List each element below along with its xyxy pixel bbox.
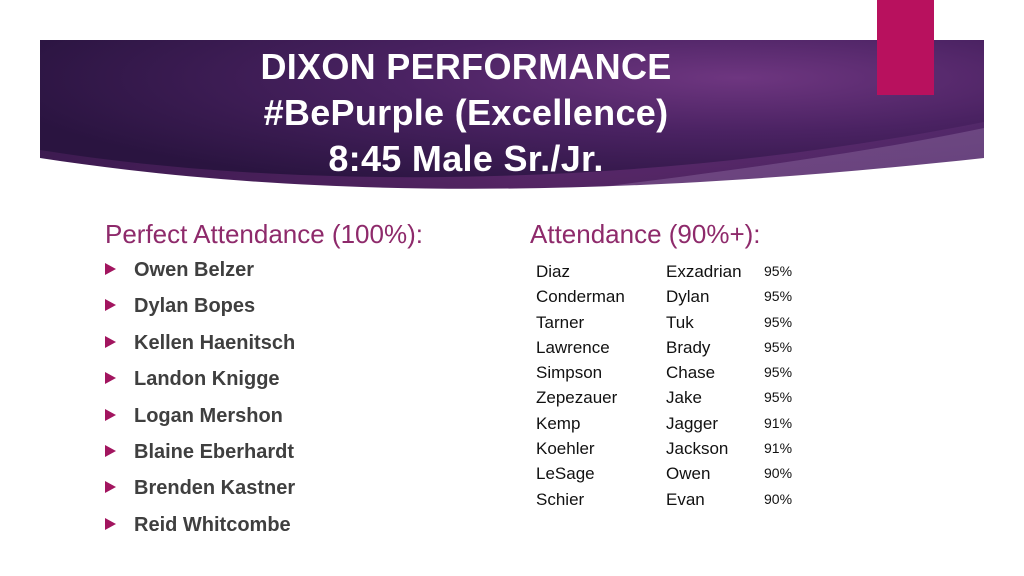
last-name-cell: LeSage bbox=[536, 464, 595, 484]
percent-cell: 91% bbox=[764, 414, 793, 431]
student-name: Landon Knigge bbox=[134, 368, 280, 391]
percent-cell: 95% bbox=[764, 364, 793, 381]
accent-bar bbox=[877, 0, 934, 95]
table-row: Simpson Chase 95% bbox=[536, 360, 792, 385]
percent-cell: 95% bbox=[764, 389, 793, 406]
percent-cell: 95% bbox=[764, 313, 793, 330]
student-name: Logan Mershon bbox=[134, 404, 283, 427]
percent-cell: 91% bbox=[764, 440, 793, 457]
first-name-cell: Exzadrian bbox=[666, 262, 742, 281]
list-item: Kellen Haenitsch bbox=[105, 329, 295, 365]
percent-cell: 90% bbox=[764, 465, 793, 482]
last-name-cell: Conderman bbox=[536, 287, 625, 307]
list-item: Brenden Kastner bbox=[105, 474, 295, 510]
triangle-bullet-icon bbox=[105, 408, 116, 421]
table-row: LeSage Owen 90% bbox=[536, 461, 792, 486]
title-line-1: DIXON PERFORMANCE bbox=[260, 46, 672, 87]
banner-background bbox=[40, 40, 984, 192]
percent-cell: 95% bbox=[764, 288, 793, 305]
list-item: Dylan Bopes bbox=[105, 292, 295, 328]
title-banner bbox=[40, 40, 984, 192]
list-item: Logan Mershon bbox=[105, 402, 295, 438]
percent-cell: 95% bbox=[764, 263, 793, 279]
table-row: Koehler Jackson 91% bbox=[536, 436, 792, 461]
first-name-cell: Jagger bbox=[666, 413, 718, 433]
first-name-cell: Tuk bbox=[666, 312, 694, 332]
list-item: Blaine Eberhardt bbox=[105, 438, 295, 474]
attendance-90-heading: Attendance (90%+): bbox=[530, 219, 761, 249]
triangle-bullet-icon bbox=[105, 299, 116, 312]
table-row: Diaz Exzadrian 95% bbox=[536, 259, 792, 284]
perfect-attendance-list: Owen Belzer Dylan Bopes Kellen Haenitsch… bbox=[105, 256, 295, 547]
first-name-cell: Evan bbox=[666, 489, 705, 509]
student-name: Owen Belzer bbox=[134, 259, 255, 281]
last-name-cell: Schier bbox=[536, 489, 585, 509]
student-name: Reid Whitcombe bbox=[134, 513, 291, 536]
triangle-bullet-icon bbox=[105, 372, 116, 385]
last-name-cell: Lawrence bbox=[536, 337, 610, 357]
table-row: Lawrence Brady 95% bbox=[536, 335, 792, 360]
triangle-bullet-icon bbox=[105, 481, 116, 494]
student-name: Dylan Bopes bbox=[134, 295, 256, 318]
table-row: Zepezauer Jake 95% bbox=[536, 385, 792, 410]
last-name-cell: Koehler bbox=[536, 439, 595, 459]
triangle-bullet-icon bbox=[105, 517, 116, 530]
student-name: Blaine Eberhardt bbox=[134, 440, 295, 463]
table-row: Tarner Tuk 95% bbox=[536, 310, 792, 335]
list-item: Landon Knigge bbox=[105, 365, 295, 401]
triangle-bullet-icon bbox=[105, 263, 116, 275]
last-name-cell: Simpson bbox=[536, 363, 603, 383]
list-item: Reid Whitcombe bbox=[105, 511, 295, 547]
student-name: Brenden Kastner bbox=[134, 477, 296, 500]
page-title: DIXON PERFORMANCE #BePurple (Excellence)… bbox=[40, 44, 892, 182]
last-name-cell: Diaz bbox=[536, 262, 571, 281]
first-name-cell: Jake bbox=[666, 388, 702, 408]
title-line-2: #BePurple (Excellence) bbox=[263, 92, 669, 133]
percent-cell: 95% bbox=[764, 338, 793, 355]
student-name: Kellen Haenitsch bbox=[134, 331, 296, 354]
list-item: Owen Belzer bbox=[105, 256, 295, 292]
first-name-cell: Chase bbox=[666, 363, 716, 383]
first-name-cell: Owen bbox=[666, 464, 711, 484]
last-name-cell: Kemp bbox=[536, 413, 581, 433]
table-row: Schier Evan 90% bbox=[536, 487, 792, 512]
percent-cell: 90% bbox=[764, 490, 793, 507]
last-name-cell: Tarner bbox=[536, 312, 585, 332]
perfect-attendance-heading: Perfect Attendance (100%): bbox=[105, 219, 423, 249]
triangle-bullet-icon bbox=[105, 444, 116, 457]
title-line-3: 8:45 Male Sr./Jr. bbox=[328, 138, 604, 179]
triangle-bullet-icon bbox=[105, 335, 116, 348]
table-row: Kemp Jagger 91% bbox=[536, 411, 792, 436]
last-name-cell: Zepezauer bbox=[536, 388, 618, 408]
first-name-cell: Brady bbox=[666, 337, 711, 357]
first-name-cell: Jackson bbox=[666, 439, 729, 459]
table-row: Conderman Dylan 95% bbox=[536, 284, 792, 309]
first-name-cell: Dylan bbox=[666, 287, 710, 307]
attendance-90-table: Diaz Exzadrian 95% Conderman Dylan 95% Tarne… bbox=[536, 259, 792, 512]
